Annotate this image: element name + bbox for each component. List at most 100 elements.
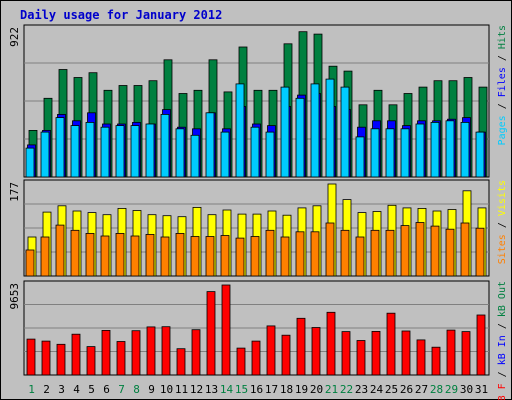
bar-sites xyxy=(175,232,185,277)
legend-entry: Sites xyxy=(497,234,508,264)
bar-sites xyxy=(430,225,440,277)
x-tick-label: 29 xyxy=(445,383,458,396)
bar-sites xyxy=(40,236,50,277)
x-tick-label: 20 xyxy=(310,383,323,396)
bar-sites xyxy=(475,227,485,277)
bar-pages xyxy=(415,123,425,178)
x-tick-label: 9 xyxy=(148,383,155,396)
legend-entry: / xyxy=(497,97,508,115)
bar-kb-f xyxy=(146,326,156,376)
x-tick-label: 18 xyxy=(280,383,293,396)
bar-sites xyxy=(280,236,290,277)
bar-kb-f xyxy=(116,341,126,376)
bar-sites xyxy=(70,229,80,277)
legend-entry: Hits xyxy=(497,25,508,49)
x-axis: 1 2 3 4 5 6 7 8 9 10 11 12 13 14 15 16 17 18 19 20 21 22 23 24 2… xyxy=(28,383,488,396)
x-tick-label: 28 xyxy=(430,383,443,396)
x-tick-label: 2 xyxy=(43,383,50,396)
bar-sites xyxy=(340,229,350,277)
x-tick-label: 17 xyxy=(265,383,278,396)
bar-kb-f xyxy=(101,329,111,376)
bar-pages xyxy=(250,126,260,178)
y-max-label: 922 xyxy=(8,27,21,47)
bar-pages xyxy=(160,114,170,178)
legend-entry: / xyxy=(497,365,508,383)
bar-pages xyxy=(205,112,215,178)
bar-pages xyxy=(55,117,65,178)
bar-sites xyxy=(265,229,275,277)
x-tick-label: 24 xyxy=(370,383,384,396)
bar-pages xyxy=(280,86,290,178)
bar-kb-f xyxy=(401,330,411,376)
bar-pages xyxy=(265,131,275,178)
y-max-label: 177 xyxy=(8,182,21,202)
x-tick-label: 21 xyxy=(325,383,338,396)
legend-entry: kB Out xyxy=(497,281,508,317)
x-tick-label: 31 xyxy=(475,383,488,396)
bar-pages xyxy=(310,83,320,178)
bar-pages xyxy=(70,125,80,178)
bar-sites xyxy=(85,232,95,277)
bar-kb-f xyxy=(341,331,351,376)
bar-kb-f xyxy=(41,340,51,376)
bar-sites xyxy=(130,235,140,277)
bar-sites xyxy=(295,231,305,277)
bar-sites xyxy=(325,222,335,277)
bar-pages xyxy=(475,131,485,178)
bar-kb-f xyxy=(476,314,486,376)
bar-kb-f xyxy=(281,334,291,376)
bar-kb-f xyxy=(386,312,396,376)
bar-sites xyxy=(190,236,200,277)
bar-kb-f xyxy=(356,340,366,376)
bar-pages xyxy=(25,147,35,178)
bar-sites xyxy=(460,222,470,277)
bar-pages xyxy=(115,125,125,178)
bar-kb-f xyxy=(311,327,321,376)
x-tick-label: 5 xyxy=(88,383,95,396)
bar-kb-f xyxy=(326,311,336,376)
x-tick-label: 4 xyxy=(73,383,80,396)
legend: kB F / kB In / kB Out xyxy=(497,281,508,400)
legend-entry: / xyxy=(497,216,508,234)
bar-sites xyxy=(250,236,260,277)
x-tick-label: 30 xyxy=(460,383,473,396)
x-tick-label: 7 xyxy=(118,383,125,396)
bar-pages xyxy=(40,131,50,178)
x-tick-label: 27 xyxy=(415,383,428,396)
x-tick-label: 13 xyxy=(205,383,218,396)
bar-kb-f xyxy=(71,333,81,376)
bar-kb-f xyxy=(266,325,276,376)
bar-pages xyxy=(445,120,455,178)
bar-sites xyxy=(370,229,380,277)
legend: Sites / Visits xyxy=(497,180,508,264)
bar-pages xyxy=(340,86,350,178)
y-max-label: 9653 xyxy=(8,283,21,310)
legend-entry: / xyxy=(497,49,508,67)
bar-sites xyxy=(115,232,125,277)
kbytes-panel: 9653 kB F / kB In / kB Out xyxy=(8,280,508,400)
bar-pages xyxy=(220,131,230,178)
bar-sites xyxy=(220,235,230,277)
bar-sites xyxy=(145,233,155,277)
x-tick-label: 16 xyxy=(250,383,263,396)
bar-kb-f xyxy=(131,330,141,376)
bar-pages xyxy=(460,122,470,178)
bar-kb-f xyxy=(161,326,171,376)
bar-sites xyxy=(385,229,395,277)
bar-sites xyxy=(355,236,365,277)
bar-sites xyxy=(25,249,35,277)
bar-pages xyxy=(235,83,245,178)
x-tick-label: 6 xyxy=(103,383,110,396)
bar-kb-f xyxy=(26,338,36,376)
bar-kb-f xyxy=(191,329,201,376)
x-tick-label: 19 xyxy=(295,383,308,396)
x-tick-label: 26 xyxy=(400,383,413,396)
legend-entry: kB In xyxy=(497,335,508,365)
legend-entry: Visits xyxy=(497,180,508,216)
bar-pages xyxy=(190,134,200,178)
x-tick-label: 8 xyxy=(133,383,140,396)
bar-pages xyxy=(100,126,110,178)
bar-kb-f xyxy=(371,330,381,376)
bar-kb-f xyxy=(176,348,186,376)
